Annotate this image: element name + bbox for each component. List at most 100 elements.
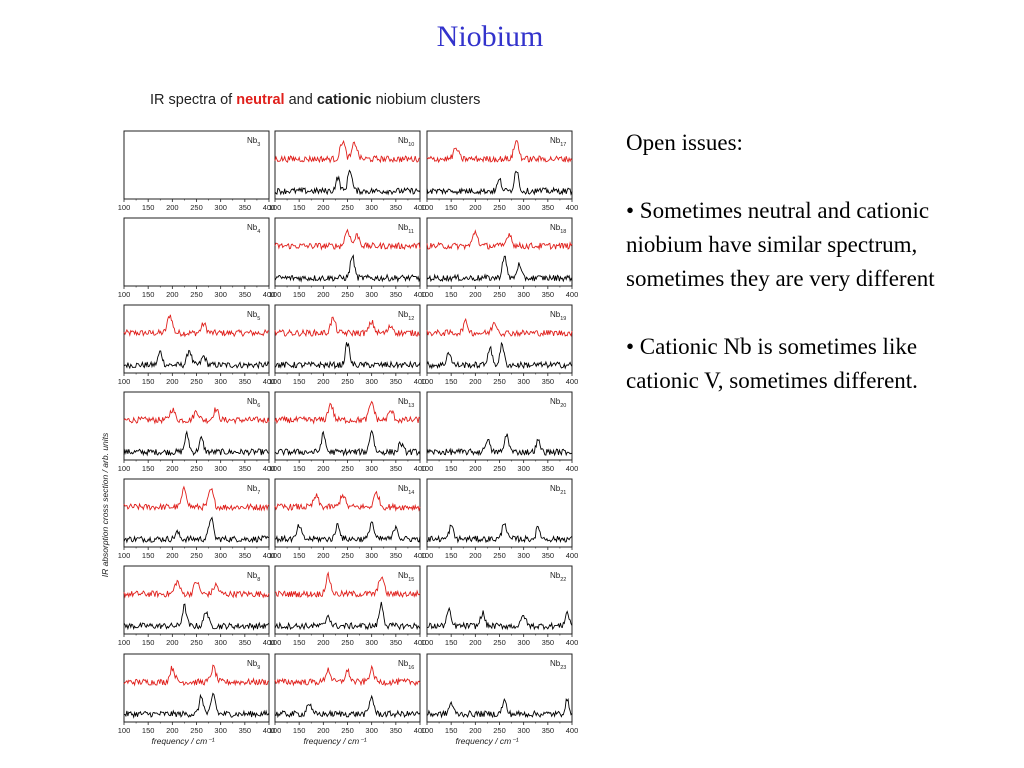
panel-frame (123, 565, 270, 635)
panel-label: Nb12 (398, 310, 414, 322)
x-tick-label: 350 (239, 203, 252, 212)
panel-label: Nb5 (247, 310, 260, 322)
x-tick-label: 400 (414, 726, 427, 735)
x-tick-label: 350 (239, 464, 252, 473)
spectrum-panel-nb16: 100 150 200 250 300 350 400 Nb16 (269, 653, 427, 735)
panel-frame (426, 653, 573, 723)
x-tick-label: 200 (166, 290, 179, 299)
spectrum-panel-nb3: 100 150 200 250 300 350 400 Nb3 (118, 130, 276, 212)
spectrum-panel-nb10: 100 150 200 250 300 350 400 Nb10 (269, 130, 427, 212)
x-tick-label: 300 (365, 377, 378, 386)
x-tick-label: 250 (190, 726, 203, 735)
x-tick-label: 400 (414, 290, 427, 299)
x-tick-label: 250 (190, 290, 203, 299)
x-tick-label: 400 (263, 551, 276, 560)
cationic-spectrum (123, 430, 270, 457)
x-tick-label: 100 (118, 203, 131, 212)
x-tick-label: 150 (142, 203, 155, 212)
x-tick-label: 200 (317, 203, 330, 212)
x-tick-label: 100 (421, 726, 434, 735)
panel-label: Nb21 (550, 484, 566, 496)
panel-label: Nb14 (398, 484, 414, 496)
neutral-spectrum (123, 314, 270, 338)
neutral-spectrum (123, 664, 270, 687)
x-tick-label: 100 (269, 203, 282, 212)
cationic-spectrum (274, 694, 421, 719)
x-tick-label: 300 (214, 203, 227, 212)
x-tick-label: 350 (390, 464, 403, 473)
x-tick-label: 350 (239, 638, 252, 647)
panel-label: Nb15 (398, 571, 414, 583)
spectrum-panel-nb22: 100 150 200 250 300 350 400 Nb22 (421, 565, 578, 647)
x-tick-label: 150 (142, 290, 155, 299)
x-tick-label: 350 (239, 377, 252, 386)
x-tick-label: 100 (118, 290, 131, 299)
x-tick-label: 150 (293, 551, 306, 560)
x-tick-label: 300 (365, 726, 378, 735)
neutral-spectrum (274, 316, 421, 338)
x-tick-label: 400 (263, 726, 276, 735)
x-tick-label: 350 (542, 726, 555, 735)
x-tick-label: 250 (190, 638, 203, 647)
x-tick-label: 400 (414, 377, 427, 386)
x-tick-label: 250 (190, 464, 203, 473)
cationic-spectrum (426, 255, 573, 283)
spectrum-panel-nb4: 100 150 200 250 300 350 400 Nb4 (118, 217, 275, 299)
x-tick-label: 250 (493, 464, 506, 473)
spectrum-panel-nb14: 100 150 200 250 300 350 400 Nb14 (269, 478, 427, 560)
x-tick-label: 250 (493, 290, 506, 299)
notes-heading: Open issues: (626, 130, 743, 155)
x-tick-label: 300 (517, 638, 530, 647)
x-tick-label: 300 (517, 203, 530, 212)
spectrum-panel-nb9: 100 150 200 250 300 350 400 Nb9 (118, 653, 276, 735)
panel-frame (426, 565, 573, 635)
x-tick-label: 100 (269, 638, 282, 647)
x-tick-label: 300 (214, 377, 227, 386)
notes-text: Open issues: • Sometimes neutral and cat… (626, 126, 986, 432)
panel-frame (426, 391, 573, 461)
x-tick-label: 150 (445, 377, 458, 386)
x-tick-label: 100 (118, 551, 131, 560)
x-tick-label: 150 (445, 638, 458, 647)
notes-bullet-1: • Sometimes neutral and cationic niobium… (626, 198, 935, 291)
cationic-spectrum (274, 342, 421, 370)
cationic-spectrum (123, 692, 270, 719)
x-tick-label: 100 (269, 726, 282, 735)
spectrum-panel-nb20: 100 150 200 250 300 350 400 Nb20 (421, 391, 578, 473)
ir-spectra-figure: IR spectra of neutral and cationic niobi… (100, 88, 580, 758)
cationic-spectrum (426, 523, 573, 544)
x-tick-label: 400 (566, 551, 579, 560)
x-tick-label: 400 (263, 203, 276, 212)
x-tick-label: 400 (414, 551, 427, 560)
slide-title: Niobium (436, 20, 544, 53)
x-tick-label: 100 (118, 377, 131, 386)
x-tick-label: 200 (469, 638, 482, 647)
x-tick-label: 350 (390, 203, 403, 212)
x-tick-label: 400 (414, 203, 427, 212)
neutral-spectrum (274, 400, 421, 425)
x-tick-label: 250 (341, 726, 354, 735)
x-tick-label: 400 (566, 290, 579, 299)
x-tick-label: 300 (365, 464, 378, 473)
panel-label: Nb13 (398, 397, 414, 409)
panel-label: Nb7 (247, 484, 260, 496)
x-axis-label-col-2: frequency / cm⁻¹ (303, 736, 367, 746)
x-tick-label: 250 (190, 377, 203, 386)
neutral-spectrum (426, 229, 573, 251)
x-tick-label: 250 (341, 638, 354, 647)
neutral-spectrum (274, 139, 421, 164)
x-axis-label-col-3: frequency / cm⁻¹ (455, 736, 519, 746)
x-tick-label: 200 (166, 464, 179, 473)
panel-frame (123, 217, 270, 287)
x-tick-label: 350 (542, 551, 555, 560)
panel-label: Nb11 (398, 223, 414, 235)
neutral-spectrum (123, 407, 270, 425)
x-tick-label: 300 (365, 638, 378, 647)
x-tick-label: 400 (263, 638, 276, 647)
cationic-spectrum (426, 341, 573, 370)
panel-frame (274, 304, 421, 374)
panel-label: Nb9 (247, 659, 260, 671)
cationic-spectrum (274, 169, 421, 196)
panel-frame (274, 391, 421, 461)
neutral-spectrum (274, 490, 421, 512)
